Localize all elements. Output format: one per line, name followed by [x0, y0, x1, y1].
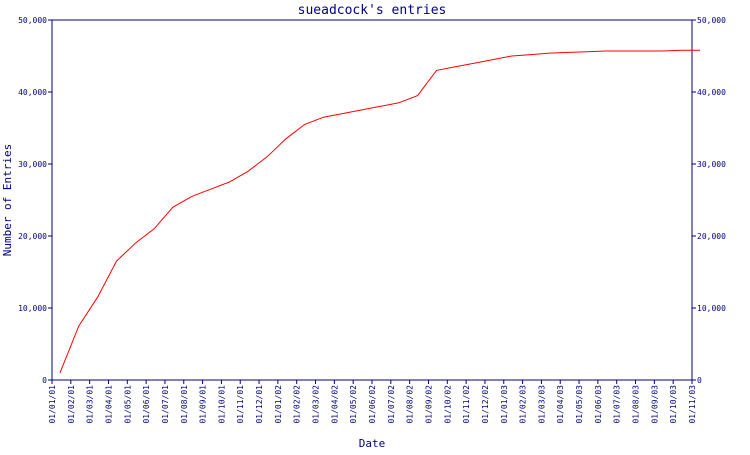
x-tick-label: 01/08/02 [406, 385, 415, 424]
x-tick-label: 01/06/01 [142, 385, 151, 424]
x-tick-label: 01/01/03 [500, 385, 509, 424]
y-tick-label-left: 0 [42, 376, 47, 385]
x-tick-label: 01/01/02 [274, 385, 283, 424]
x-tick-label: 01/06/02 [368, 385, 377, 424]
y-tick-label-right: 20,000 [697, 232, 726, 241]
x-tick-label: 01/04/01 [104, 385, 113, 424]
x-tick-label: 01/11/01 [236, 385, 245, 424]
x-tick-label: 01/08/01 [180, 385, 189, 424]
x-tick-label: 01/09/02 [424, 385, 433, 424]
y-tick-label-left: 40,000 [18, 88, 47, 97]
x-tick-label: 01/03/03 [537, 385, 546, 424]
x-tick-label: 01/05/03 [575, 385, 584, 424]
y-tick-label-right: 30,000 [697, 160, 726, 169]
x-tick-label: 01/01/01 [48, 385, 57, 424]
y-tick-label-left: 30,000 [18, 160, 47, 169]
x-tick-label: 01/12/02 [481, 385, 490, 424]
x-tick-label: 01/05/01 [123, 385, 132, 424]
x-tick-label: 01/04/03 [556, 385, 565, 424]
x-tick-label: 01/05/02 [349, 385, 358, 424]
y-tick-label-left: 20,000 [18, 232, 47, 241]
x-tick-label: 01/09/03 [650, 385, 659, 424]
y-tick-label-right: 50,000 [697, 16, 726, 25]
x-tick-label: 01/10/01 [217, 385, 226, 424]
y-axis-label: Number of Entries [1, 144, 14, 257]
x-tick-label: 01/02/03 [519, 385, 528, 424]
x-tick-label: 01/04/02 [330, 385, 339, 424]
x-axis-label: Date [359, 437, 386, 450]
x-tick-label: 01/06/03 [594, 385, 603, 424]
x-tick-label: 01/10/02 [443, 385, 452, 424]
y-tick-label-left: 10,000 [18, 304, 47, 313]
y-tick-label-right: 40,000 [697, 88, 726, 97]
x-tick-label: 01/11/03 [688, 385, 697, 424]
x-tick-label: 01/11/02 [462, 385, 471, 424]
x-tick-label: 01/12/01 [255, 385, 264, 424]
axes [52, 20, 692, 380]
ticks: 0 0 10,000 10,000 20,000 20,000 30,000 30,000 40… [18, 16, 726, 424]
x-tick-label: 01/03/01 [86, 385, 95, 424]
x-tick-label: 01/02/01 [67, 385, 76, 424]
x-tick-label: 01/02/02 [293, 385, 302, 424]
x-tick-label: 01/08/03 [632, 385, 641, 424]
y-tick-label-left: 50,000 [18, 16, 47, 25]
x-tick-label: 01/07/03 [613, 385, 622, 424]
series-line [60, 50, 700, 373]
x-tick-label: 01/03/02 [312, 385, 321, 424]
x-tick-label: 01/07/02 [387, 385, 396, 424]
plot-frame [52, 20, 692, 380]
series-group [60, 50, 700, 373]
y-tick-label-right: 0 [697, 376, 702, 385]
y-tick-label-right: 10,000 [697, 304, 726, 313]
x-tick-label: 01/07/01 [161, 385, 170, 424]
x-tick-label: 01/09/01 [199, 385, 208, 424]
x-tick-label: 01/10/03 [669, 385, 678, 424]
chart-title: sueadcock's entries [298, 3, 447, 18]
